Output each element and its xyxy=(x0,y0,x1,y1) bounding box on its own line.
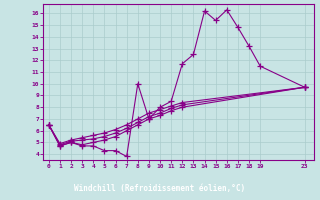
Text: Windchill (Refroidissement éolien,°C): Windchill (Refroidissement éolien,°C) xyxy=(75,184,245,193)
